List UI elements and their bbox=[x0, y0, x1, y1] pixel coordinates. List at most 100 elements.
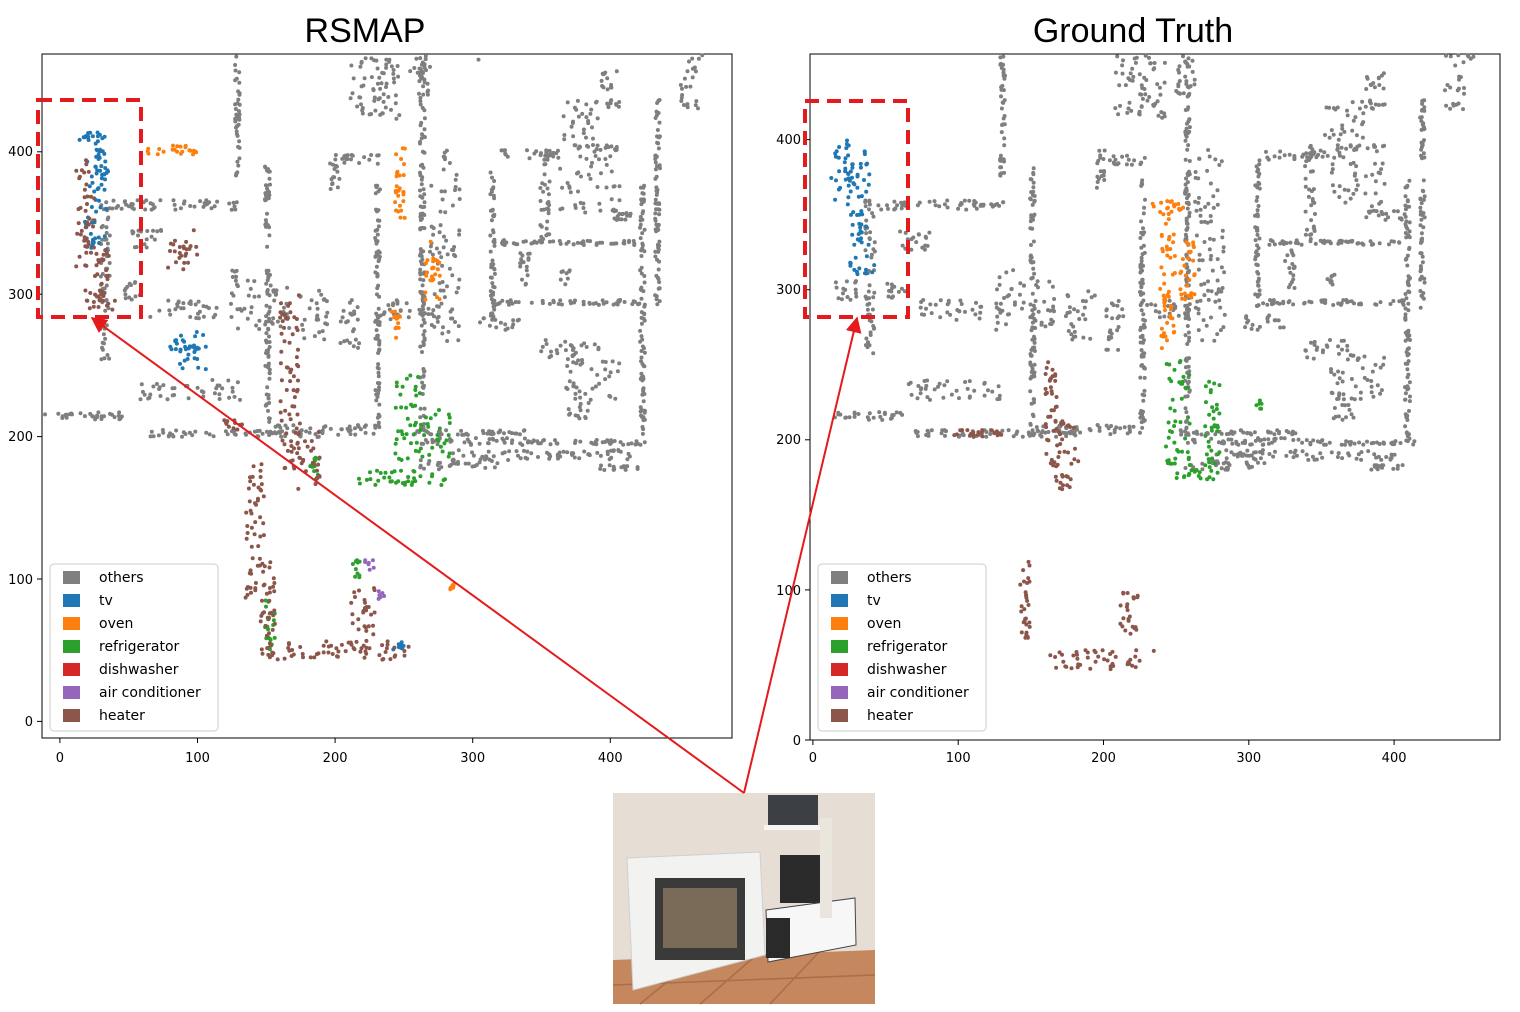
point-others bbox=[1002, 74, 1007, 79]
point-others bbox=[211, 434, 216, 439]
point-others bbox=[1407, 409, 1411, 413]
point-others bbox=[1034, 425, 1039, 430]
point-others bbox=[477, 460, 482, 465]
point-others bbox=[166, 434, 171, 439]
point-others bbox=[569, 124, 574, 129]
point-others bbox=[1065, 293, 1070, 298]
point-others bbox=[1372, 452, 1377, 457]
point-others bbox=[630, 302, 635, 307]
point-others bbox=[490, 281, 495, 286]
point-others bbox=[1142, 351, 1147, 356]
point-tv bbox=[103, 159, 108, 164]
point-others bbox=[362, 155, 367, 160]
point-others bbox=[1257, 236, 1262, 241]
point-others bbox=[176, 299, 181, 304]
point-others bbox=[1224, 448, 1229, 453]
point-others bbox=[1461, 60, 1466, 65]
point-others bbox=[1300, 440, 1305, 445]
point-others bbox=[235, 307, 240, 312]
point-others bbox=[418, 102, 423, 107]
point-refrigerator bbox=[1181, 374, 1186, 379]
point-refrigerator bbox=[1179, 396, 1184, 401]
point-others bbox=[540, 298, 545, 303]
point-others bbox=[867, 207, 871, 212]
point-others bbox=[1420, 101, 1425, 106]
point-tv bbox=[192, 343, 196, 348]
point-others bbox=[229, 207, 234, 212]
point-others bbox=[844, 279, 849, 284]
point-others bbox=[438, 209, 443, 214]
point-others bbox=[442, 234, 446, 239]
point-others bbox=[1406, 277, 1411, 282]
point-others bbox=[592, 342, 597, 347]
point-others bbox=[1096, 158, 1101, 163]
point-oven bbox=[394, 174, 399, 179]
point-refrigerator bbox=[1167, 376, 1172, 381]
point-others bbox=[441, 288, 446, 293]
point-others bbox=[1255, 243, 1259, 248]
point-others bbox=[1239, 428, 1243, 433]
point-others bbox=[1329, 450, 1334, 455]
point-others bbox=[915, 430, 920, 434]
point-others bbox=[624, 211, 629, 216]
point-others bbox=[863, 198, 868, 203]
point-others bbox=[1213, 432, 1218, 437]
point-others bbox=[266, 167, 271, 172]
point-others bbox=[1125, 110, 1130, 115]
point-others bbox=[604, 300, 609, 305]
point-others bbox=[1365, 76, 1370, 81]
point-others bbox=[492, 298, 497, 303]
point-others bbox=[1282, 436, 1287, 441]
point-others bbox=[603, 157, 608, 161]
point-oven bbox=[1179, 207, 1183, 212]
point-others bbox=[521, 260, 526, 265]
point-refrigerator bbox=[1215, 429, 1220, 434]
point-heater bbox=[296, 446, 301, 451]
point-others bbox=[440, 331, 445, 336]
point-others bbox=[1346, 240, 1350, 245]
point-others bbox=[899, 206, 904, 211]
point-others bbox=[1373, 191, 1378, 196]
point-heater bbox=[286, 646, 291, 650]
point-others bbox=[285, 285, 290, 290]
point-others bbox=[418, 227, 423, 232]
point-others bbox=[640, 241, 645, 246]
point-tv bbox=[837, 169, 842, 174]
point-oven bbox=[397, 186, 402, 191]
point-others bbox=[1218, 305, 1223, 310]
point-others bbox=[246, 293, 251, 298]
point-others bbox=[488, 170, 493, 175]
point-others bbox=[1309, 232, 1314, 237]
point-others bbox=[1329, 367, 1333, 372]
point-others bbox=[238, 397, 242, 402]
point-others bbox=[1405, 353, 1410, 358]
point-others bbox=[1062, 431, 1067, 435]
point-others bbox=[215, 199, 220, 204]
point-others bbox=[1265, 316, 1270, 321]
point-oven bbox=[451, 583, 456, 588]
point-others bbox=[346, 429, 351, 433]
y-tick-label: 300 bbox=[8, 288, 33, 303]
point-others bbox=[444, 148, 449, 153]
point-tv bbox=[90, 180, 95, 185]
point-others bbox=[237, 80, 242, 85]
point-heater bbox=[77, 174, 82, 179]
point-others bbox=[375, 161, 380, 166]
point-others bbox=[143, 207, 148, 212]
point-others bbox=[1069, 332, 1074, 337]
point-heater bbox=[260, 561, 265, 566]
point-refrigerator bbox=[406, 479, 411, 484]
point-others bbox=[1271, 298, 1276, 303]
point-tv bbox=[846, 195, 851, 200]
point-others bbox=[188, 315, 193, 319]
point-others bbox=[490, 208, 495, 213]
legend-swatch-heater bbox=[63, 709, 80, 722]
point-others bbox=[576, 189, 580, 194]
point-others bbox=[461, 453, 466, 458]
point-others bbox=[377, 75, 382, 80]
point-heater bbox=[1054, 478, 1059, 483]
point-others bbox=[929, 311, 934, 316]
point-others bbox=[1368, 239, 1373, 244]
point-others bbox=[902, 289, 907, 294]
point-others bbox=[1318, 440, 1323, 445]
